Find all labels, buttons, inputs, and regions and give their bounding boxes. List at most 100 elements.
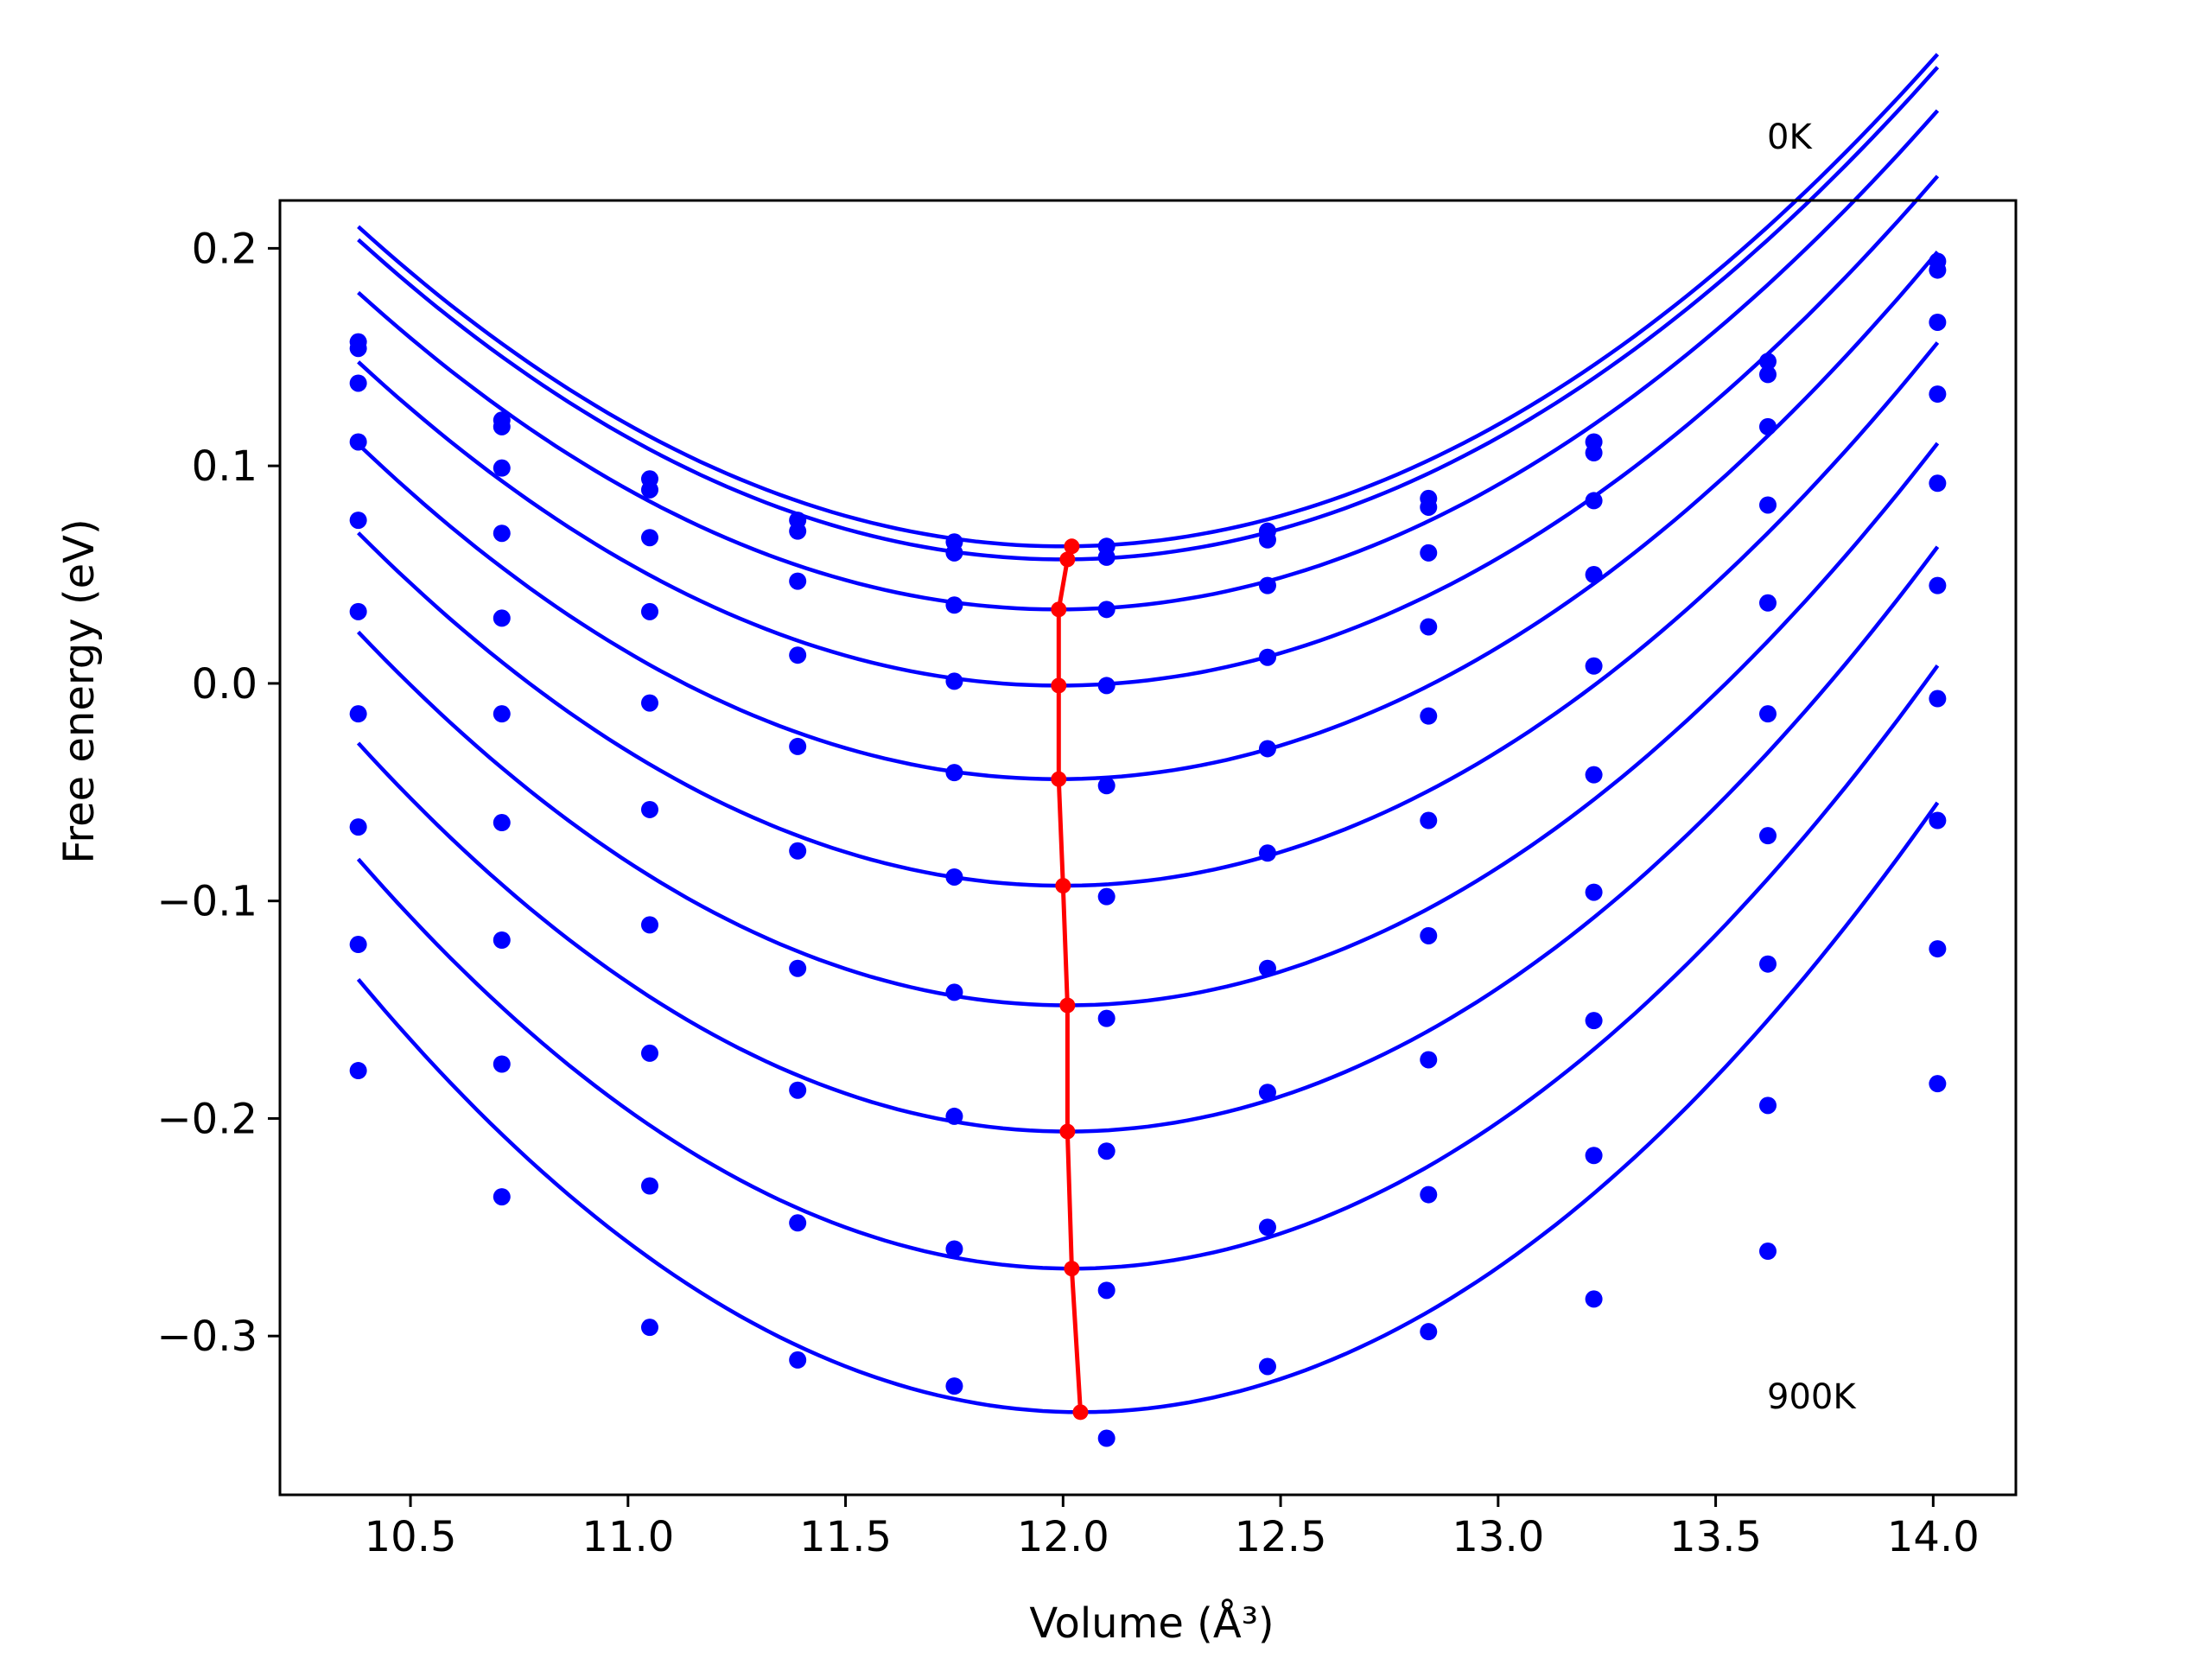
data-point bbox=[945, 983, 963, 1001]
fit-curve-2 bbox=[357, 109, 1940, 612]
data-point bbox=[1097, 548, 1116, 566]
data-point bbox=[1420, 618, 1438, 636]
data-point bbox=[640, 602, 658, 620]
data-point bbox=[349, 818, 367, 836]
fit-curve-1 bbox=[357, 66, 1940, 562]
y-tick-label: 0.0 bbox=[192, 660, 257, 709]
plot-area bbox=[349, 53, 1947, 1447]
data-point bbox=[789, 646, 807, 664]
minimum-point bbox=[1059, 551, 1076, 568]
data-point bbox=[1420, 1051, 1438, 1069]
data-point bbox=[789, 1351, 807, 1369]
fit-curve-9 bbox=[356, 801, 1940, 1414]
x-tick-label: 10.5 bbox=[365, 1513, 457, 1561]
data-point bbox=[1585, 1012, 1603, 1030]
minimum-point bbox=[1051, 771, 1067, 787]
y-tick-label: −0.3 bbox=[156, 1313, 257, 1361]
annotation-900k: 900K bbox=[1767, 1377, 1857, 1417]
data-point bbox=[1258, 844, 1276, 862]
data-point bbox=[789, 522, 807, 540]
data-point bbox=[1585, 766, 1603, 784]
data-point bbox=[1097, 601, 1116, 619]
data-point bbox=[1759, 1243, 1777, 1261]
data-point bbox=[349, 936, 367, 954]
data-point bbox=[1929, 474, 1947, 493]
data-point bbox=[1929, 576, 1947, 594]
data-point bbox=[1097, 677, 1116, 695]
data-point bbox=[945, 596, 963, 614]
x-tick-label: 14.0 bbox=[1887, 1513, 1980, 1561]
data-point bbox=[945, 1107, 963, 1125]
data-point bbox=[640, 480, 658, 499]
fit-curve-5 bbox=[357, 341, 1940, 888]
data-point bbox=[1759, 496, 1777, 514]
data-point bbox=[493, 931, 511, 949]
data-point bbox=[1759, 705, 1777, 723]
data-point bbox=[945, 543, 963, 562]
data-point bbox=[1097, 1142, 1116, 1160]
data-point bbox=[1420, 926, 1438, 944]
x-tick-label: 13.0 bbox=[1452, 1513, 1544, 1561]
x-tick-label: 11.0 bbox=[582, 1513, 674, 1561]
data-point bbox=[493, 705, 511, 723]
data-point bbox=[349, 374, 367, 392]
y-axis-ticks: −0.3 −0.2 −0.1 0.0 0.1 0.2 bbox=[156, 225, 280, 1361]
data-point bbox=[1585, 1290, 1603, 1308]
minimum-point bbox=[1051, 601, 1067, 618]
x-axis-ticks: 10.5 11.0 11.5 12.0 12.5 13.0 13.5 14.0 bbox=[365, 1495, 1980, 1561]
data-point bbox=[1420, 543, 1438, 562]
y-tick-label: 0.1 bbox=[192, 442, 257, 491]
axes-frame bbox=[278, 199, 2018, 1497]
x-tick-label: 12.0 bbox=[1017, 1513, 1109, 1561]
data-point bbox=[349, 340, 367, 358]
data-point bbox=[493, 1055, 511, 1073]
minimum-point bbox=[1072, 1404, 1089, 1421]
minimum-point bbox=[1051, 677, 1067, 694]
fit-curve-4 bbox=[357, 251, 1940, 781]
data-point bbox=[945, 868, 963, 886]
data-point bbox=[789, 572, 807, 590]
y-axis-label: Free energy (eV) bbox=[55, 518, 104, 863]
fit-curve-0 bbox=[357, 53, 1940, 549]
fit-curve-3 bbox=[357, 175, 1940, 688]
data-point bbox=[945, 764, 963, 782]
data-point bbox=[493, 609, 511, 627]
data-point bbox=[1759, 955, 1777, 973]
data-point bbox=[640, 1044, 658, 1062]
data-point bbox=[640, 529, 658, 547]
annotation-0k: 0K bbox=[1767, 118, 1813, 157]
data-point bbox=[349, 1062, 367, 1080]
minimum-point bbox=[1059, 1123, 1076, 1140]
data-point bbox=[1929, 1075, 1947, 1093]
minimum-point bbox=[1059, 997, 1076, 1014]
data-point bbox=[1929, 690, 1947, 708]
data-point bbox=[945, 1377, 963, 1395]
data-point bbox=[789, 737, 807, 755]
data-point bbox=[493, 814, 511, 832]
data-point bbox=[1759, 1096, 1777, 1115]
x-tick-label: 11.5 bbox=[799, 1513, 892, 1561]
y-tick-label: −0.1 bbox=[156, 878, 257, 926]
data-point bbox=[1929, 385, 1947, 404]
data-point bbox=[1097, 777, 1116, 795]
data-point bbox=[349, 512, 367, 530]
data-point bbox=[1585, 444, 1603, 462]
data-point bbox=[1258, 959, 1276, 977]
data-point bbox=[1759, 417, 1777, 435]
data-point bbox=[1929, 811, 1947, 830]
data-point bbox=[640, 916, 658, 934]
data-point bbox=[1097, 1009, 1116, 1027]
data-point bbox=[1258, 531, 1276, 549]
data-point bbox=[1420, 498, 1438, 516]
minimum-point bbox=[1055, 878, 1071, 894]
data-point bbox=[1759, 594, 1777, 612]
data-point bbox=[1097, 1429, 1116, 1447]
data-point bbox=[1929, 313, 1947, 331]
data-point bbox=[789, 1081, 807, 1099]
data-point bbox=[349, 705, 367, 723]
data-point bbox=[1929, 261, 1947, 279]
data-point bbox=[789, 959, 807, 977]
data-point bbox=[1258, 740, 1276, 758]
data-point bbox=[493, 459, 511, 477]
